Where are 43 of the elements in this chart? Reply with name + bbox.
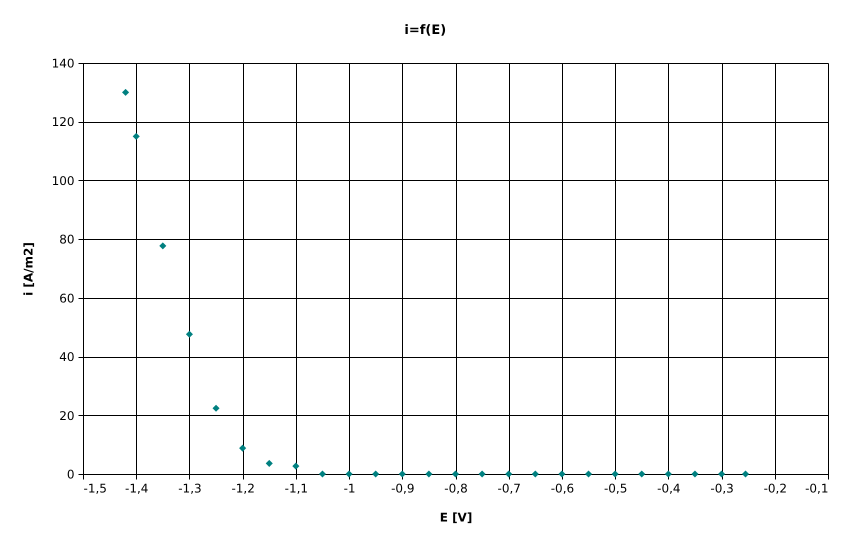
y-tick-label: 40	[59, 350, 74, 364]
y-tick-label: 120	[52, 115, 74, 130]
point	[159, 242, 166, 250]
point	[266, 460, 273, 467]
y-axis-title: i [A/m2]	[22, 242, 36, 296]
x-tick-label: -1,1	[284, 482, 308, 496]
point	[292, 462, 300, 470]
y-tick-label: 20	[59, 408, 74, 423]
point	[425, 470, 432, 478]
point	[742, 470, 750, 478]
x-tick-label: -1,5	[84, 482, 107, 496]
x-tick-label: -0,6	[550, 482, 574, 496]
y-tick-label: 80	[59, 232, 74, 247]
x-tick-label: -0,4	[657, 482, 681, 496]
x-tick-label: -0,7	[498, 482, 521, 496]
point	[532, 470, 539, 478]
x-tick-label: -0,2	[764, 482, 787, 496]
point	[318, 470, 326, 478]
point	[132, 132, 140, 140]
point	[212, 404, 220, 412]
y-tick-label: 0	[66, 468, 74, 482]
x-tick-label: -1	[344, 482, 356, 496]
point	[638, 470, 646, 478]
x-tick-label: -0,9	[391, 482, 414, 496]
x-tick-label: -0,5	[604, 482, 628, 496]
point	[478, 470, 486, 478]
x-tick-label: -1,3	[178, 482, 202, 496]
point	[585, 470, 592, 478]
y-tick-label: 140	[52, 56, 74, 70]
point	[372, 470, 380, 478]
x-axis-title: E [V]	[440, 510, 472, 524]
point	[239, 444, 246, 452]
x-tick-label: -0,3	[710, 482, 734, 496]
y-tick-label: 100	[52, 174, 74, 188]
point	[186, 330, 193, 338]
chart-title: i=f(E)	[404, 23, 446, 38]
x-tick-label: -0,1	[805, 482, 828, 496]
x-tick-label: -1,2	[231, 482, 255, 496]
x-tick-label: -1,4	[125, 482, 148, 496]
x-tick-label: -0,8	[444, 482, 468, 496]
point	[122, 88, 130, 96]
point	[691, 470, 698, 478]
y-tick-label: 60	[59, 291, 74, 306]
